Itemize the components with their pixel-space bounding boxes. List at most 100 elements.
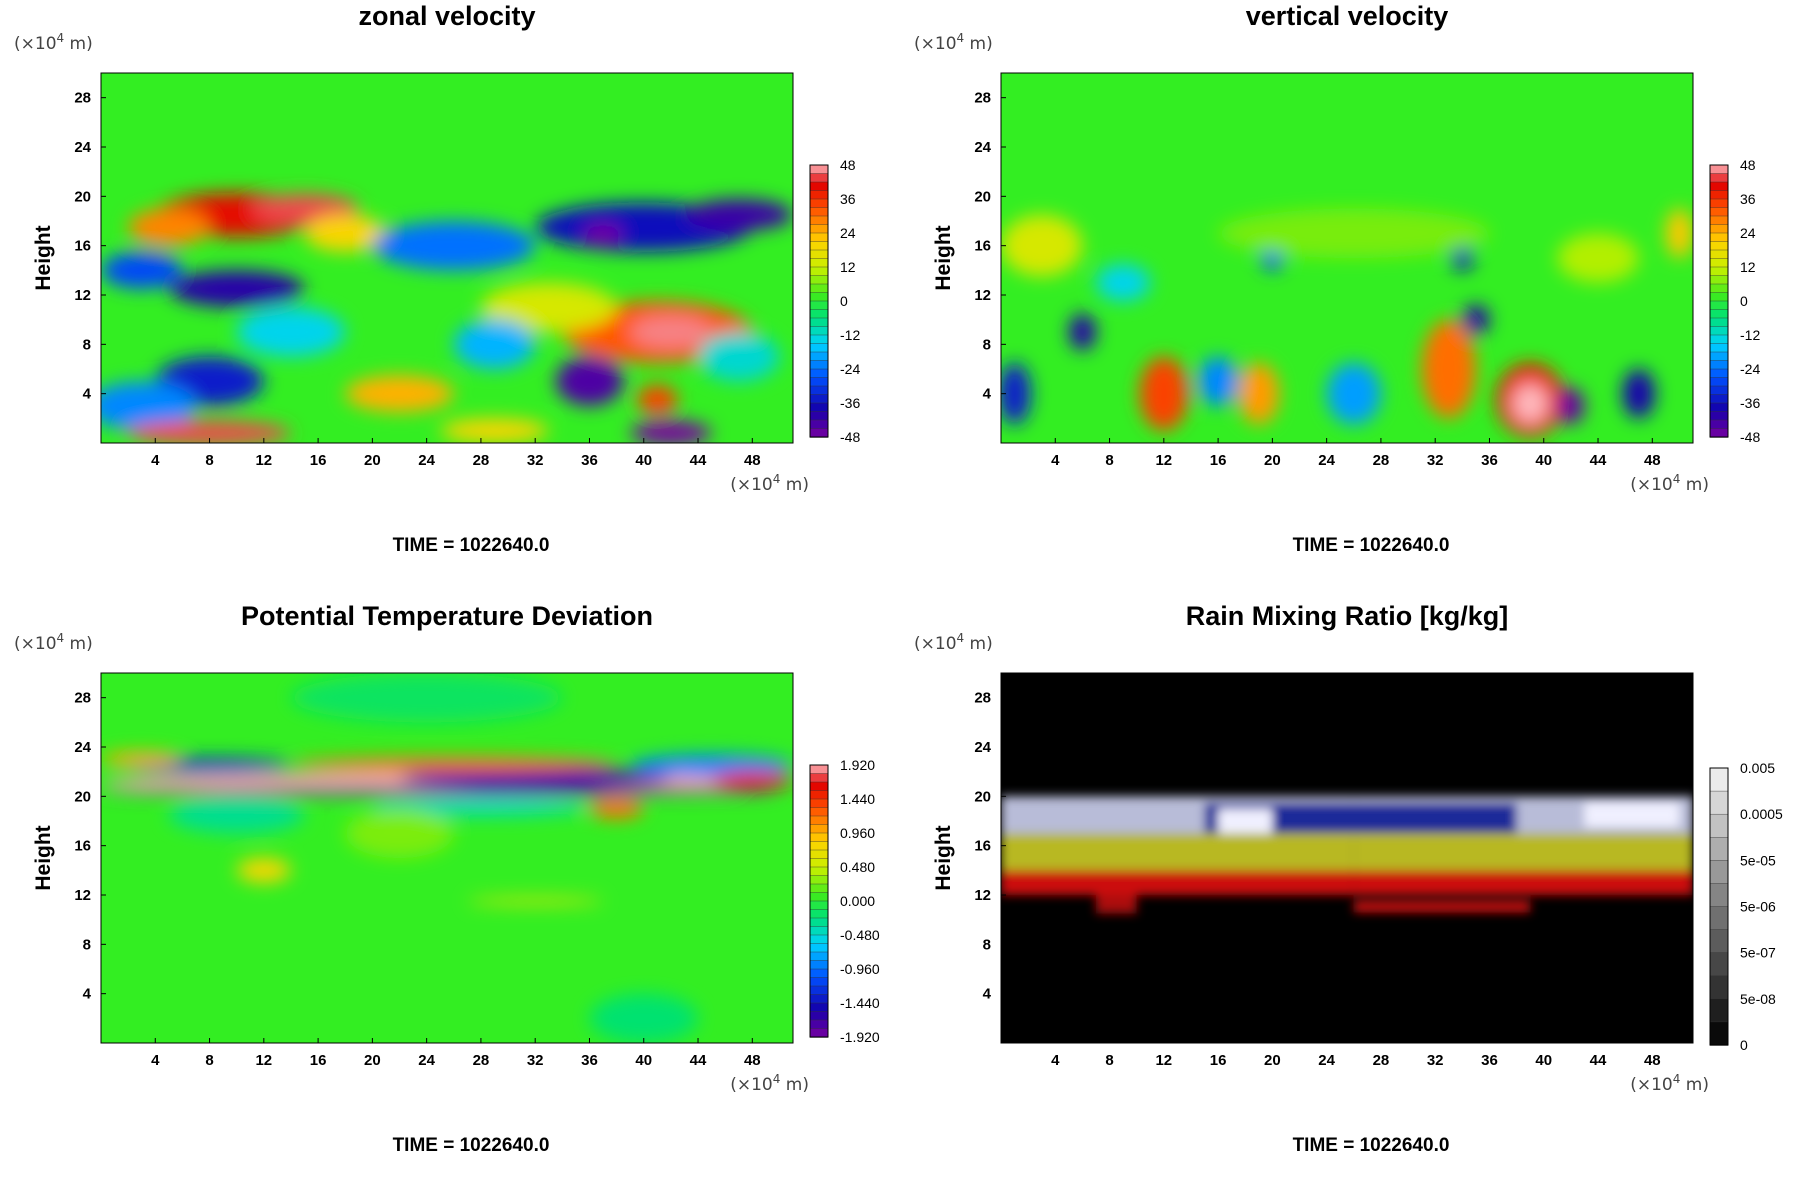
field-blob <box>630 420 712 443</box>
colorbar-segment <box>1709 283 1729 294</box>
colorbar-segment <box>1709 207 1729 217</box>
colorbar-segment <box>809 181 829 192</box>
colorbar-label: -48 <box>840 429 860 445</box>
colorbar-segment <box>1709 860 1729 885</box>
colorbar-segment <box>809 343 829 353</box>
field-blob <box>630 315 712 349</box>
colorbar-label: -24 <box>1740 361 1760 377</box>
y-tick-label: 24 <box>974 139 991 156</box>
colorbar-segment <box>809 1028 829 1038</box>
field-blob <box>1001 214 1083 277</box>
colorbar-label: -1.920 <box>840 1029 880 1045</box>
colorbar-segment <box>809 351 829 362</box>
colorbar-label: 0.005 <box>1740 760 1775 776</box>
colorbar-label: -0.480 <box>840 927 880 943</box>
x-tick-label: 8 <box>1105 452 1113 469</box>
colorbar-segment <box>1709 411 1729 421</box>
y-tick-label: 4 <box>983 386 992 403</box>
colorbar-segment <box>1709 402 1729 413</box>
colorbar-segment <box>1709 368 1729 379</box>
colorbar-label: 1.920 <box>840 757 875 773</box>
colorbar-segment <box>809 934 829 945</box>
field-blob <box>372 221 536 271</box>
colorbar-segment <box>1709 266 1729 277</box>
x-tick-label: 4 <box>1051 452 1060 469</box>
x-tick-label: 20 <box>364 1052 381 1069</box>
colorbar-segment <box>1709 343 1729 353</box>
y-axis-unit: (×104 m) <box>914 631 993 654</box>
colorbar-segment <box>809 841 829 851</box>
x-tick-label: 8 <box>1105 1052 1113 1069</box>
y-tick-label: 16 <box>974 238 991 255</box>
x-tick-label: 12 <box>1155 1052 1172 1069</box>
colorbar-segment <box>809 917 829 928</box>
colorbar: 1.920 1.440 0.960 0.480 0.000 -0.480 -0.960 -1.… <box>809 757 880 1045</box>
field-blob <box>636 385 678 415</box>
colorbar-segment <box>809 419 829 430</box>
field-blob <box>1557 387 1585 425</box>
colorbar-segment <box>1709 224 1729 234</box>
colorbar-segment <box>1709 767 1729 792</box>
colorbar-label: 1.440 <box>840 791 875 807</box>
colorbar-segment <box>1709 837 1729 862</box>
colorbar-segment <box>809 1002 829 1013</box>
colorbar-label: 0 <box>1740 293 1748 309</box>
y-tick-label: 8 <box>983 336 991 353</box>
colorbar-frame <box>809 164 829 438</box>
y-tick-label: 8 <box>83 936 91 953</box>
colorbar-segment <box>1709 883 1729 908</box>
field-layer-band <box>1584 802 1680 828</box>
field-layer <box>101 673 793 1043</box>
x-tick-label: 48 <box>744 1052 761 1069</box>
colorbar-segment <box>809 309 829 319</box>
time-label: TIME = 1022640.0 <box>393 535 550 556</box>
colorbar-segment <box>1709 998 1729 1023</box>
x-tick-label: 44 <box>690 452 707 469</box>
y-tick-label: 12 <box>74 887 91 904</box>
y-tick-label: 28 <box>74 690 91 707</box>
colorbar-segment <box>809 773 829 783</box>
colorbar-segment <box>1709 385 1729 396</box>
field-blob <box>589 798 644 819</box>
colorbar-segment <box>1709 164 1729 175</box>
field-layer-band <box>1095 895 1137 914</box>
colorbar-segment <box>1709 173 1729 183</box>
colorbar-segment <box>1709 334 1729 345</box>
colorbar-label: -1.440 <box>840 995 880 1011</box>
colorbar-label: 5e-07 <box>1740 945 1776 961</box>
y-axis-label: Height <box>32 825 55 890</box>
y-tick-label: 20 <box>74 188 91 205</box>
colorbar-segment <box>1709 813 1729 838</box>
colorbar-segment <box>1709 181 1729 192</box>
x-tick-label: 44 <box>1590 452 1607 469</box>
field-blob <box>101 751 183 767</box>
field-blob <box>1665 208 1693 258</box>
field-blob <box>168 270 305 308</box>
x-tick-label: 48 <box>744 452 761 469</box>
colorbar-segment <box>809 232 829 243</box>
colorbar-segment <box>809 849 829 860</box>
colorbar-label: 0 <box>840 293 848 309</box>
y-tick-label: 12 <box>974 887 991 904</box>
colorbar-segment <box>809 977 829 987</box>
colorbar-segment <box>1709 1021 1729 1046</box>
field-layer-band <box>1218 808 1273 834</box>
x-tick-label: 28 <box>1373 452 1390 469</box>
colorbar-label: 5e-08 <box>1740 991 1776 1007</box>
x-tick-label: 40 <box>635 1052 652 1069</box>
x-tick-label: 36 <box>581 1052 598 1069</box>
colorbar-segment <box>809 317 829 328</box>
colorbar-segment <box>809 241 829 251</box>
time-label: TIME = 1022640.0 <box>1293 535 1450 556</box>
field-blob <box>467 897 604 905</box>
colorbar-segment <box>809 892 829 902</box>
colorbar-segment <box>1709 198 1729 209</box>
colorbar-label: 36 <box>840 191 856 207</box>
colorbar-segment <box>809 943 829 953</box>
colorbar-segment <box>809 266 829 277</box>
field-blob <box>684 198 793 231</box>
colorbar-segment <box>809 368 829 379</box>
field-blob <box>101 787 780 796</box>
field-blob <box>1139 356 1189 431</box>
colorbar-segment <box>1709 377 1729 387</box>
